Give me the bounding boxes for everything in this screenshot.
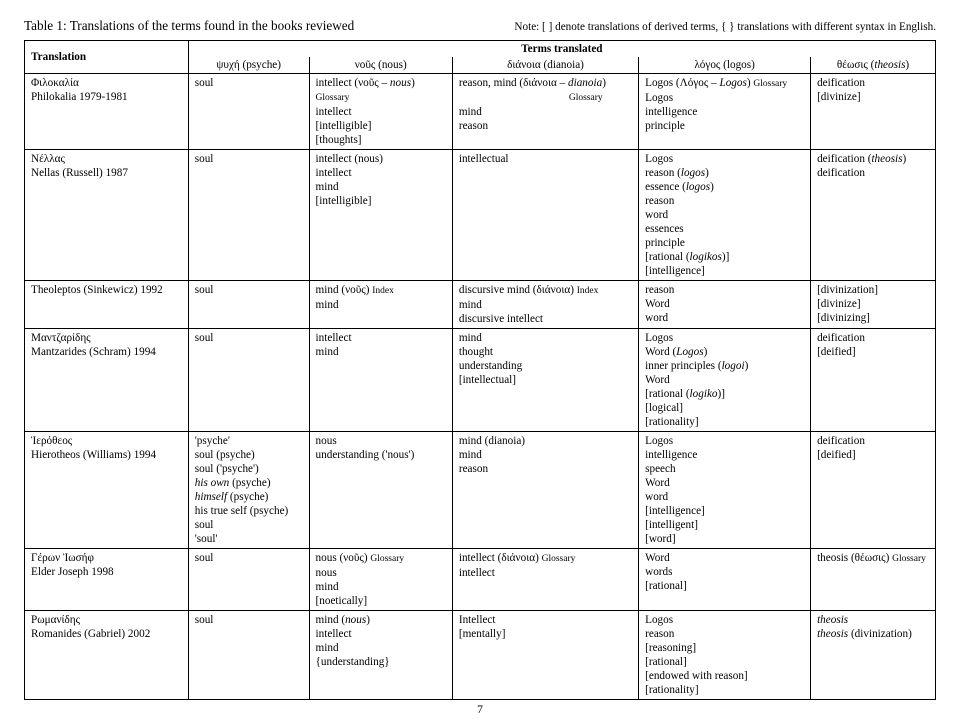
col-super: Terms translated [188, 41, 935, 58]
table-title: Table 1: Translations of the terms found… [24, 18, 354, 34]
translations-table: Translation Terms translated ψυχή (psych… [24, 40, 936, 700]
cell: 'psyche'soul (psyche)soul ('psyche')his … [188, 431, 309, 548]
table-row: ΜαντζαρίδηςMantzarides (Schram) 1994soul… [25, 328, 936, 431]
cell: theosis (θέωσις) Glossary [811, 548, 936, 610]
cell: LogosintelligencespeechWordword[intellig… [639, 431, 811, 548]
cell: soul [188, 280, 309, 328]
cell: reason, mind (διάνοια – dianoia)Glossary… [452, 74, 638, 150]
cell: Logosreason[reasoning][rational][endowed… [639, 610, 811, 699]
col-translation: Translation [25, 41, 189, 74]
cell: intellect (nous)intellectmind[intelligib… [309, 149, 452, 280]
cell: reasonWordword [639, 280, 811, 328]
cell: theosistheosis (divinization) [811, 610, 936, 699]
page-number: 7 [24, 704, 936, 716]
row-label: ΡωμανίδηςRomanides (Gabriel) 2002 [25, 610, 189, 699]
cell: nous (νοῦς) Glossarynousmind[noetically] [309, 548, 452, 610]
col-dianoia: διάνοια (dianoia) [452, 57, 638, 74]
table-row: Theoleptos (Sinkewicz) 1992soulmind (νοῦ… [25, 280, 936, 328]
cell: Logosreason (logos)essence (logos)reason… [639, 149, 811, 280]
table-row: ΝέλλαςNellas (Russell) 1987soulintellect… [25, 149, 936, 280]
cell: [divinization][divinize][divinizing] [811, 280, 936, 328]
col-logos: λόγος (logos) [639, 57, 811, 74]
cell: soul [188, 610, 309, 699]
cell: intellect (διάνοια) Glossaryintellect [452, 548, 638, 610]
cell: nousunderstanding ('nous') [309, 431, 452, 548]
table-row: Γέρων ἸωσήφElder Joseph 1998soulnous (νο… [25, 548, 936, 610]
cell: soul [188, 328, 309, 431]
cell: intellect (νοῦς – nous) Glossaryintellec… [309, 74, 452, 150]
cell: mind (dianoia)mindreason [452, 431, 638, 548]
table-note: Note: [ ] denote translations of derived… [514, 21, 936, 33]
table-row: ἹερόθεοςHierotheos (Williams) 1994'psych… [25, 431, 936, 548]
cell: deification[deified] [811, 431, 936, 548]
col-theosis: θέωσις (theosis) [811, 57, 936, 74]
cell: deification[deified] [811, 328, 936, 431]
cell: mind (νοῦς) Indexmind [309, 280, 452, 328]
row-label: ΦιλοκαλίαPhilokalia 1979-1981 [25, 74, 189, 150]
cell: Intellect[mentally] [452, 610, 638, 699]
cell: soul [188, 74, 309, 150]
cell: discursive mind (διάνοια) Indexminddiscu… [452, 280, 638, 328]
cell: mindthoughtunderstanding[intellectual] [452, 328, 638, 431]
cell: Wordwords[rational] [639, 548, 811, 610]
table-row: ΦιλοκαλίαPhilokalia 1979-1981soulintelle… [25, 74, 936, 150]
cell: intellectmind [309, 328, 452, 431]
row-label: Γέρων ἸωσήφElder Joseph 1998 [25, 548, 189, 610]
table-row: ΡωμανίδηςRomanides (Gabriel) 2002soulmin… [25, 610, 936, 699]
cell: deification[divinize] [811, 74, 936, 150]
cell: LogosWord (Logos)inner principles (logoi… [639, 328, 811, 431]
row-label: ἹερόθεοςHierotheos (Williams) 1994 [25, 431, 189, 548]
col-psyche: ψυχή (psyche) [188, 57, 309, 74]
cell: deification (theosis)deification [811, 149, 936, 280]
cell: mind (nous)intellectmind{understanding} [309, 610, 452, 699]
row-label: ΝέλλαςNellas (Russell) 1987 [25, 149, 189, 280]
cell: intellectual [452, 149, 638, 280]
cell: soul [188, 149, 309, 280]
row-label: Theoleptos (Sinkewicz) 1992 [25, 280, 189, 328]
cell: soul [188, 548, 309, 610]
cell: Logos (Λόγος – Logos) GlossaryLogosintel… [639, 74, 811, 150]
col-nous: νοῦς (nous) [309, 57, 452, 74]
row-label: ΜαντζαρίδηςMantzarides (Schram) 1994 [25, 328, 189, 431]
